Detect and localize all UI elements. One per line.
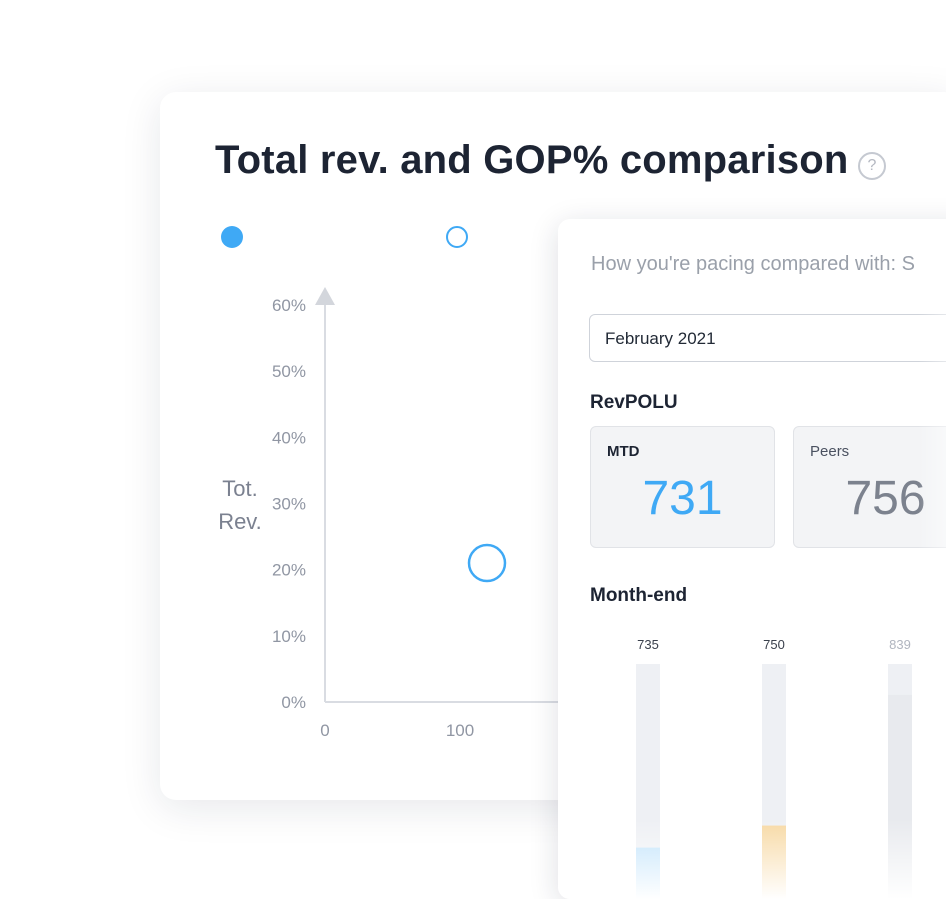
bottom-fade: [558, 819, 946, 899]
pacing-prompt: How you're pacing compared with: S: [591, 253, 915, 275]
y-tick-label: 20%: [272, 561, 306, 580]
y-axis-label-line1: Tot.: [222, 476, 258, 501]
peers-label: Peers: [810, 443, 850, 460]
peers-value: 756: [845, 472, 926, 525]
y-axis-arrow: [315, 287, 335, 305]
bar-value-label: 735: [637, 637, 659, 652]
month-select-value: February 2021: [605, 329, 716, 348]
y-tick-label: 50%: [272, 362, 306, 381]
bar-value-label: 839: [889, 637, 911, 652]
mtd-label: MTD: [607, 443, 640, 460]
bar-value-label: 750: [763, 637, 785, 652]
mtd-value: 731: [642, 472, 723, 525]
help-icon[interactable]: ?: [858, 152, 886, 180]
y-tick-label: 30%: [272, 495, 306, 514]
y-tick-label: 0%: [281, 693, 306, 712]
x-tick-label: 100: [446, 721, 474, 740]
y-tick-label: 40%: [272, 428, 306, 447]
legend-marker-hollow[interactable]: [446, 226, 468, 248]
chart-title: Total rev. and GOP% comparison: [215, 138, 849, 182]
y-axis-label: Tot. Rev.: [212, 472, 268, 538]
y-axis-label-line2: Rev.: [218, 509, 262, 534]
scatter-point[interactable]: [467, 543, 507, 583]
month-end-title: Month-end: [590, 585, 688, 606]
y-tick-label: 60%: [272, 296, 306, 315]
y-tick-label: 10%: [272, 627, 306, 646]
pacing-card: How you're pacing compared with: S Febru…: [558, 219, 946, 899]
mtd-stat-card: MTD 731: [590, 426, 775, 548]
legend-marker-filled[interactable]: [221, 226, 243, 248]
revpolu-title: RevPOLU: [590, 392, 678, 413]
x-tick-label: 0: [320, 721, 329, 740]
month-select[interactable]: February 2021: [589, 314, 946, 362]
right-fade: [918, 219, 946, 899]
